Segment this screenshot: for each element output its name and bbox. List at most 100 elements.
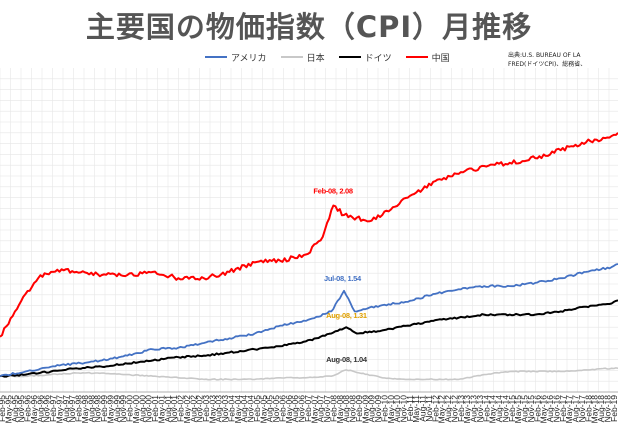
x-tick-label: May-03: [207, 395, 217, 424]
x-tick-label: Aug-97: [61, 395, 71, 423]
x-tick-label: Aug-00: [137, 395, 147, 423]
x-tick-label: Nov-05: [271, 395, 281, 423]
x-tick-label: Aug-18: [596, 395, 606, 423]
x-tick-label: Nov-09: [373, 395, 383, 423]
x-tick-label: Feb-19: [609, 395, 618, 422]
x-tick-label: Aug-13: [469, 395, 479, 423]
x-tick-label: Nov-98: [93, 395, 103, 423]
x-tick-label: Nov-18: [602, 395, 612, 423]
x-tick-label: Nov-04: [246, 395, 256, 423]
x-tick-label: May-18: [590, 395, 600, 424]
x-tick-label: Nov-11: [424, 395, 434, 422]
x-tick-label: Nov-08: [348, 395, 358, 423]
legend-label-china: 中国: [431, 53, 450, 64]
x-tick-label: Feb-98: [74, 395, 84, 422]
legend: アメリカ 日本 ドイツ 中国: [205, 50, 464, 64]
source-note: 出典:U.S. BUREAU OF LA FRED(ドイツCPI)、総務省、: [508, 51, 586, 69]
annotations: Feb-08, 2.08 Jul-08, 1.54 Aug-08, 1.31 Aug-…: [313, 187, 368, 364]
x-tick-label: Nov-17: [577, 395, 587, 423]
x-tick-label: Feb-03: [201, 395, 211, 422]
x-tick-label: Feb-99: [99, 395, 109, 422]
x-tick-label: Nov-97: [67, 395, 77, 423]
x-tick-label: Aug-08: [341, 395, 351, 423]
x-tick-label: Nov-10: [399, 395, 409, 423]
x-tick-label: Aug-04: [239, 395, 249, 423]
chart-title: 主要国の物価指数（CPI）月推移: [85, 10, 533, 44]
source-line-1: 出典:U.S. BUREAU OF LA: [508, 52, 581, 59]
series-line-germany: [0, 299, 618, 378]
x-tick-label: Aug-11: [418, 395, 428, 422]
x-tick-label: Aug-95: [10, 395, 20, 423]
x-tick-label: May-96: [29, 395, 39, 424]
x-tick-label: Feb-09: [354, 395, 364, 422]
legend-item-china: 中国: [405, 51, 450, 64]
annotation-germany: Aug-08, 1.31: [326, 311, 367, 320]
x-tick-label: Nov-03: [220, 395, 230, 423]
x-tick-label: Nov-96: [42, 395, 52, 423]
x-tick-label: May-16: [539, 395, 549, 424]
x-tick-label: Feb-96: [23, 395, 33, 422]
x-tick-label: May-07: [309, 395, 319, 424]
x-tick-label: Aug-01: [163, 395, 173, 423]
x-tick-label: Feb-04: [227, 395, 237, 422]
x-tick-label: May-09: [360, 395, 370, 424]
x-tick-label: May-13: [462, 395, 472, 424]
x-tick-label: May-08: [335, 395, 345, 424]
legend-item-germany: ドイツ: [338, 51, 392, 64]
x-tick-label: May-99: [105, 395, 115, 424]
x-tick-label: Aug-99: [112, 395, 122, 423]
x-tick-label: Nov-13: [475, 395, 485, 423]
x-tick-label: Feb-17: [558, 395, 568, 422]
x-tick-label: May-17: [564, 395, 574, 424]
legend-item-usa: アメリカ: [205, 51, 267, 64]
x-tick-label: Feb-97: [48, 395, 58, 422]
x-tick-label: Feb-06: [278, 395, 288, 422]
x-tick-label: Aug-98: [86, 395, 96, 423]
x-tick-label: May-10: [386, 395, 396, 424]
x-tick-label: Aug-06: [290, 395, 300, 423]
x-tick-label: Nov-95: [16, 395, 26, 423]
legend-swatch-germany: [338, 56, 361, 58]
x-tick-label: May-15: [513, 395, 523, 424]
x-tick-label: Aug-05: [265, 395, 275, 423]
x-tick-label: May-04: [233, 395, 243, 424]
annotation-china: Feb-08, 2.08: [313, 187, 352, 196]
source-line-2: FRED(ドイツCPI)、総務省、: [508, 61, 587, 68]
x-tick-label: Nov-06: [297, 395, 307, 423]
x-tick-label: Feb-16: [532, 395, 542, 422]
x-tick-label: Feb-14: [481, 395, 491, 422]
x-tick-label: Feb-10: [379, 395, 389, 422]
x-tick-label: Aug-03: [214, 395, 224, 423]
x-tick-label: Feb-12: [430, 395, 440, 422]
x-tick-label: Nov-16: [551, 395, 561, 423]
x-tick-label: May-06: [284, 395, 294, 424]
x-tick-label: Nov-12: [450, 395, 460, 423]
x-tick-label: Nov-15: [526, 395, 536, 423]
x-tick-label: Feb-05: [252, 395, 262, 422]
x-tick-label: Nov-14: [500, 395, 510, 423]
x-tick-label: Feb-13: [456, 395, 466, 422]
x-tick-label: May-98: [80, 395, 90, 424]
x-tick-label: May-97: [55, 395, 65, 424]
x-tick-label: Nov-07: [322, 395, 332, 423]
x-tick-label: Aug-14: [494, 395, 504, 423]
annotation-japan: Aug-08, 1.04: [326, 355, 368, 364]
grid: [0, 68, 618, 393]
series-line-china: [0, 132, 618, 338]
x-tick-label: May-01: [156, 395, 166, 424]
legend-label-usa: アメリカ: [231, 53, 267, 64]
x-tick-label: Aug-96: [35, 395, 45, 423]
x-tick-label: Feb-07: [303, 395, 313, 422]
x-tick-label: Nov-99: [118, 395, 128, 423]
x-tick-label: Nov-02: [195, 395, 205, 423]
x-tick-label: Nov-00: [144, 395, 154, 423]
x-tick-label: Aug-17: [571, 395, 581, 423]
x-tick-label: Feb-02: [176, 395, 186, 422]
legend-item-japan: 日本: [280, 51, 325, 64]
x-tick-label: Feb-95: [0, 395, 7, 422]
x-tick-label: May-00: [131, 395, 141, 424]
x-tick-label: May-02: [182, 395, 192, 424]
series-line-japan: [0, 367, 618, 381]
legend-swatch-japan: [280, 56, 303, 58]
